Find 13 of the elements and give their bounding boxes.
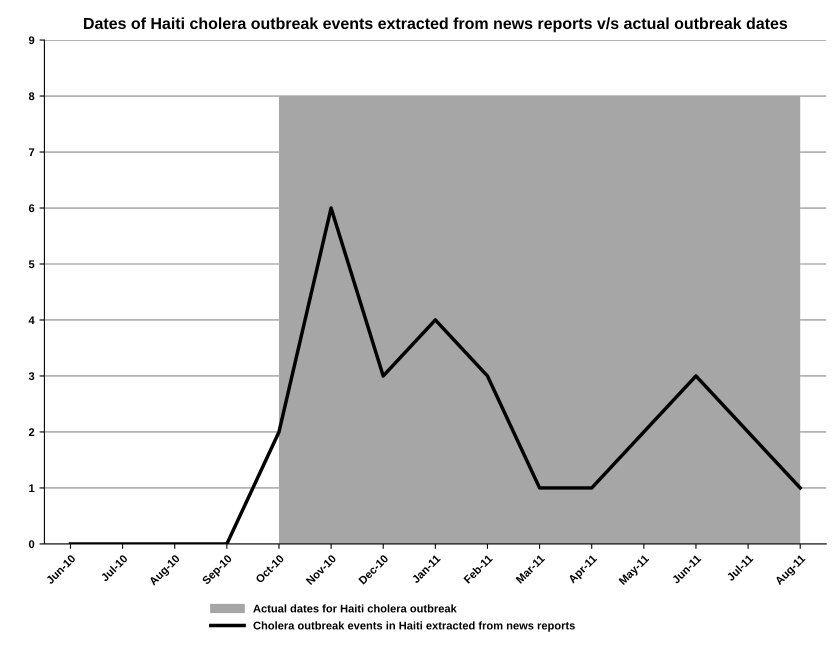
- y-tick-label: 7: [28, 148, 34, 156]
- y-tick-label: 3: [28, 372, 34, 380]
- y-tick-label: 8: [28, 92, 34, 100]
- legend-label: Actual dates for Haiti cholera outbreak: [253, 604, 457, 612]
- y-tick-label: 0: [28, 540, 34, 548]
- y-tick-label: 2: [28, 428, 34, 436]
- y-tick-label: 4: [28, 316, 35, 324]
- legend-label: Cholera outbreak events in Haiti extracted from news reports: [253, 621, 575, 632]
- y-tick-label: 1: [29, 484, 34, 492]
- y-tick-label: 9: [28, 36, 34, 44]
- y-tick-label: 6: [28, 204, 34, 212]
- chart-title: Dates of Haiti cholera outbreak events extracted from news reports v/s actual outbreak dates: [84, 17, 788, 32]
- y-tick-label: 5: [28, 260, 34, 268]
